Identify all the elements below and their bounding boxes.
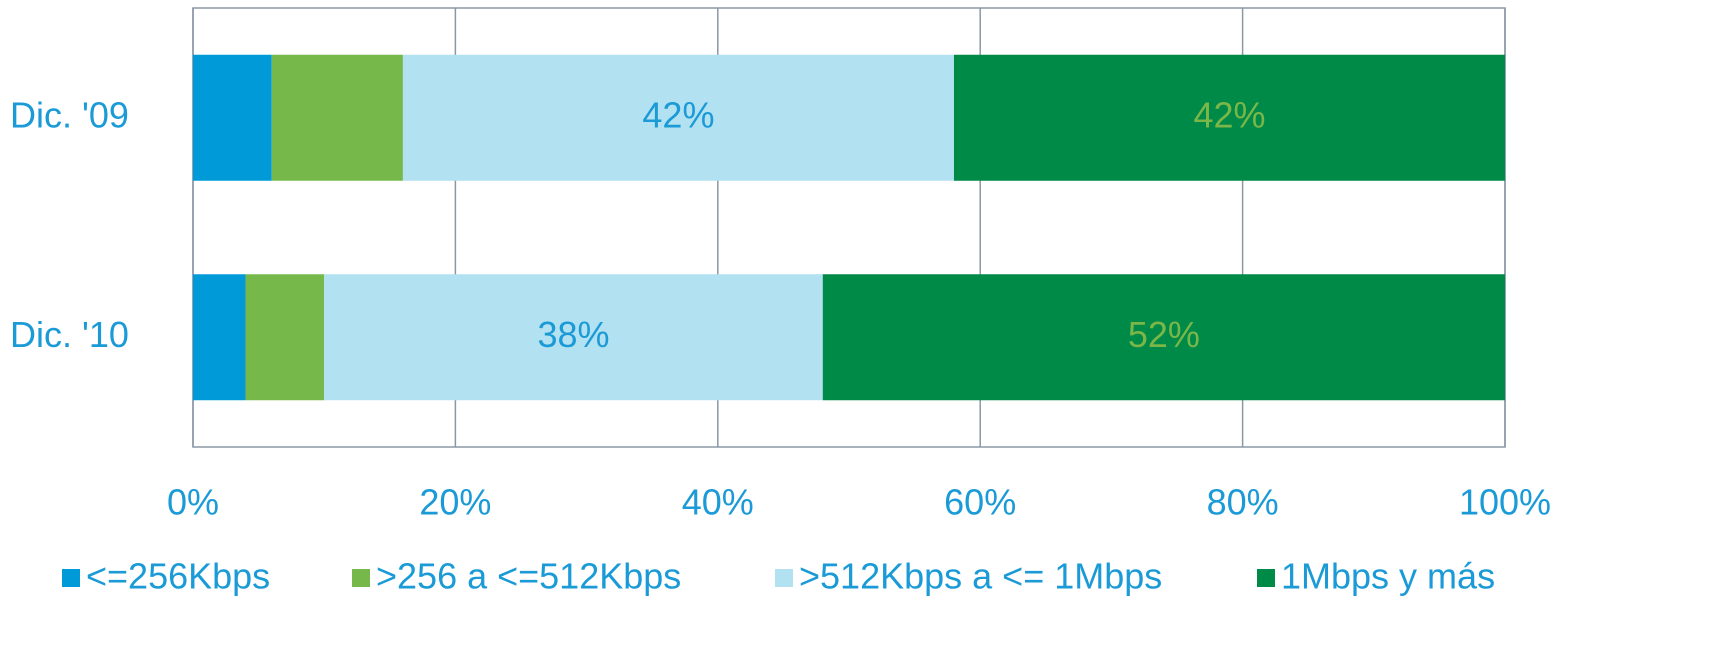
x-tick-label: 20% [419, 482, 491, 523]
bar-segment [402, 54, 954, 181]
y-tick-label: Dic. '09 [10, 94, 129, 135]
bar-segment [193, 274, 246, 401]
bar-segment [324, 274, 823, 401]
bar-segment [822, 274, 1505, 401]
x-tick-label: 0% [167, 482, 219, 523]
legend-swatch [1257, 569, 1275, 587]
bar-segment [245, 274, 325, 401]
data-label: 42% [642, 94, 714, 135]
legend-swatch [775, 569, 793, 587]
bar-segment [271, 54, 403, 181]
legend-label: >256 a <=512Kbps [376, 556, 681, 597]
legend-label: <=256Kbps [86, 556, 270, 597]
data-label: 42% [1193, 94, 1265, 135]
y-tick-label: Dic. '10 [10, 314, 129, 355]
data-label: 52% [1128, 314, 1200, 355]
x-tick-label: 60% [944, 482, 1016, 523]
x-tick-label: 100% [1459, 482, 1551, 523]
bar-segment [953, 54, 1505, 181]
legend-swatch [62, 569, 80, 587]
x-tick-label: 40% [682, 482, 754, 523]
x-tick-label: 80% [1207, 482, 1279, 523]
legend-swatch [352, 569, 370, 587]
data-label: 38% [537, 314, 609, 355]
bar-segment [193, 54, 272, 181]
legend-label: 1Mbps y más [1281, 556, 1495, 597]
legend-label: >512Kbps a <= 1Mbps [799, 556, 1162, 597]
